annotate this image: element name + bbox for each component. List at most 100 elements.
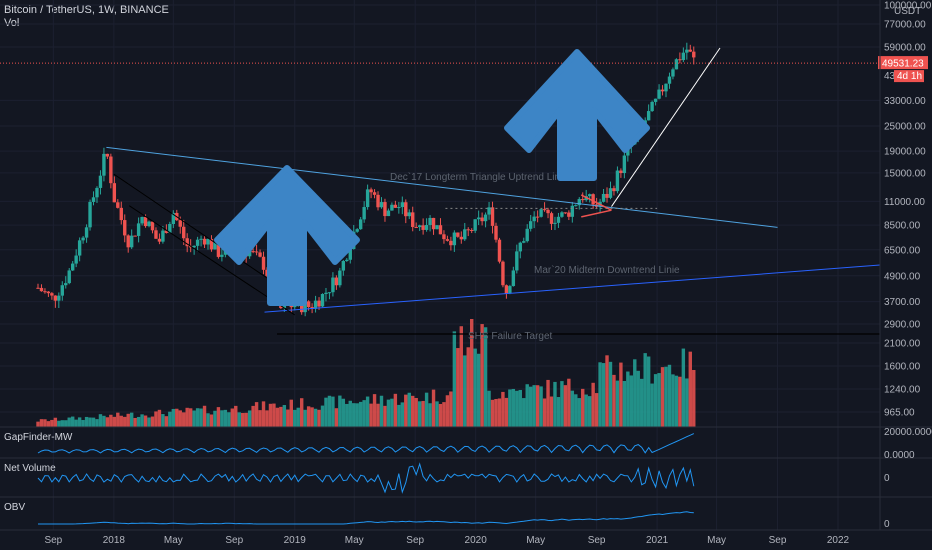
volume-bar — [43, 419, 47, 427]
candle-body — [515, 251, 519, 271]
candle-body — [129, 235, 134, 248]
volume-bar — [463, 355, 467, 427]
candle-body — [407, 212, 411, 217]
candle-body — [331, 277, 335, 293]
volume-bar — [123, 416, 127, 427]
candle-body — [435, 225, 439, 230]
candle-body — [216, 242, 221, 257]
volume-bar — [213, 410, 217, 427]
time-tick-label: 2020 — [465, 535, 488, 546]
candle-body — [411, 212, 415, 227]
countdown-text: 4d 1h — [897, 71, 922, 82]
countdown-tag — [894, 70, 924, 83]
candle-body — [563, 212, 568, 214]
time-tick-label: May — [707, 535, 726, 546]
candle-body — [553, 222, 557, 224]
volume-bar — [258, 410, 262, 427]
volume-bar — [594, 393, 599, 427]
indicator-tick-label: 0 — [884, 473, 890, 484]
volume-label[interactable]: Vol — [4, 17, 20, 29]
volume-bar — [129, 412, 134, 427]
volume-bar — [688, 351, 692, 427]
volume-bar — [407, 392, 411, 427]
volume-bar — [140, 414, 144, 427]
volume-bar — [265, 410, 269, 427]
candle-body — [650, 101, 654, 112]
volume-bar — [36, 421, 40, 427]
volume-bar — [178, 410, 182, 427]
time-tick-label: Sep — [406, 535, 424, 546]
candle-body — [532, 216, 536, 222]
volume-bar — [279, 406, 283, 427]
volume-bar — [88, 417, 92, 427]
candle-body — [119, 207, 123, 221]
volume-bar — [483, 327, 488, 427]
candle-body — [438, 225, 443, 235]
volume-bar — [365, 396, 370, 427]
candle-body — [60, 285, 64, 296]
candle-body — [209, 238, 214, 250]
volume-bar — [237, 412, 241, 427]
volume-bar — [601, 363, 606, 427]
volume-bar — [428, 403, 432, 427]
candle-body — [140, 216, 144, 224]
volume-bar — [445, 395, 450, 427]
volume-bar — [299, 398, 304, 427]
candle-body — [528, 221, 533, 229]
volume-bar — [91, 417, 96, 427]
volume-bar — [587, 396, 592, 427]
candle-body — [310, 307, 314, 309]
price-tick-label: 8500.00 — [884, 221, 921, 232]
candle-body — [109, 156, 113, 184]
volume-bar — [515, 390, 519, 427]
volume-bar — [681, 348, 686, 427]
candle-body — [317, 300, 321, 307]
candle-body — [147, 221, 151, 227]
candle-body — [369, 189, 373, 193]
volume-bar — [81, 420, 85, 427]
candle-body — [67, 270, 71, 284]
volume-bar — [480, 324, 484, 427]
volume-bar — [518, 389, 522, 427]
obv-line — [38, 511, 694, 525]
volume-bar — [74, 419, 78, 427]
price-tick-label: 6500.00 — [884, 245, 921, 256]
candle-body — [681, 52, 686, 61]
candle-body — [660, 89, 665, 92]
volume-bar — [411, 395, 415, 427]
candle-body — [459, 236, 463, 240]
volume-bar — [241, 412, 245, 427]
price-tick-label: 25000.00 — [884, 121, 926, 132]
candle-body — [313, 300, 318, 309]
volume-bar — [553, 381, 557, 427]
hidden-tick-label: 43 — [884, 71, 896, 82]
candle-body — [64, 283, 68, 286]
volume-bar — [133, 417, 137, 427]
candle-body — [202, 238, 207, 245]
candle-body — [126, 235, 130, 248]
candle-body — [379, 202, 384, 208]
candle-body — [365, 189, 370, 208]
volume-bar — [542, 398, 547, 427]
candle-body — [143, 216, 148, 227]
volume-bar — [657, 373, 661, 427]
time-tick-label: Sep — [769, 535, 787, 546]
volume-bar — [574, 394, 578, 427]
chart-symbol-title[interactable]: Bitcoin / TetherUS, 1W, BINANCE — [4, 4, 169, 16]
volume-bar — [393, 393, 398, 427]
volume-bar — [223, 409, 228, 427]
candle-body — [338, 270, 342, 286]
candle-body — [206, 238, 210, 245]
candle-body — [476, 217, 481, 220]
volume-bar — [60, 420, 64, 427]
channel-line — [113, 173, 296, 298]
candle-body — [463, 229, 467, 240]
candle-body — [646, 111, 651, 121]
indicator-tick-label: 20000.0000 — [884, 427, 932, 438]
volume-bar — [598, 362, 602, 427]
candle-body — [77, 240, 82, 256]
candle-body — [549, 213, 554, 224]
gapfinder-line — [37, 433, 695, 454]
candle-body — [247, 251, 252, 257]
